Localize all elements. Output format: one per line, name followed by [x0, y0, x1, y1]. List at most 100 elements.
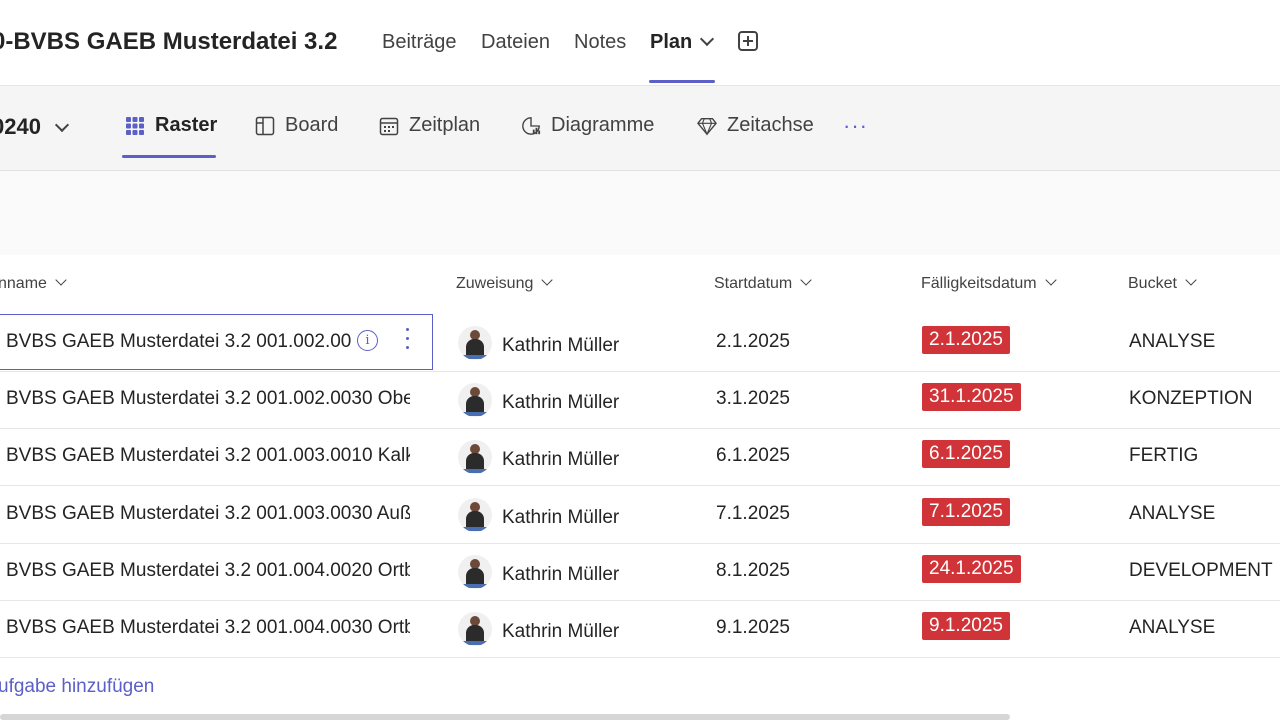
avatar [458, 383, 492, 417]
start-date[interactable]: 8.1.2025 [716, 560, 790, 581]
due-date-badge[interactable]: 31.1.2025 [922, 383, 1021, 411]
plan-selector-label: 0240 [0, 114, 41, 139]
assignee-cell[interactable]: Kathrin Müller [458, 440, 630, 474]
filter-area [0, 171, 1280, 255]
view-tab-label: Raster [155, 114, 218, 136]
assignee-name: Kathrin Müller [502, 507, 620, 528]
bucket-name[interactable]: ANALYSE [1129, 503, 1216, 524]
due-date-badge[interactable]: 9.1.2025 [922, 612, 1010, 640]
selected-cell-outline [0, 314, 433, 370]
table-row[interactable]: BVBS GAEB Musterdatei 3.2 001.004.0030 O… [0, 600, 1280, 658]
column-header-assignee[interactable]: Zuweisung [456, 274, 554, 293]
view-tab-label: Zeitplan [409, 114, 481, 136]
avatar [458, 612, 492, 646]
chevron-down-icon [800, 274, 812, 286]
column-header-bucket[interactable]: Bucket [1128, 274, 1197, 293]
tab-beitraege[interactable]: Beiträge [382, 31, 457, 53]
view-tab-zeitplan[interactable]: Zeitplan [379, 114, 480, 137]
assignee-cell[interactable]: Kathrin Müller [458, 326, 630, 360]
info-icon[interactable]: i [357, 330, 378, 351]
start-date[interactable]: 6.1.2025 [716, 445, 790, 466]
task-name[interactable]: BVBS GAEB Musterdatei 3.2 001.002.00 [6, 331, 351, 352]
horizontal-scrollbar[interactable] [0, 714, 1010, 720]
table-row[interactable]: BVBS GAEB Musterdatei 3.2 001.004.0020 O… [0, 543, 1280, 601]
plan-selector[interactable]: 0240 [0, 114, 70, 140]
tab-notes[interactable]: Notes [574, 31, 627, 53]
column-header-label: Zuweisung [456, 275, 534, 292]
due-date-badge[interactable]: 7.1.2025 [922, 498, 1010, 526]
assignee-cell[interactable]: Kathrin Müller [458, 383, 630, 417]
view-tab-zeitachse[interactable]: Zeitachse [697, 114, 814, 137]
view-tab-label: Zeitachse [727, 114, 814, 136]
bucket-name[interactable]: DEVELOPMENT [1129, 560, 1273, 581]
start-date[interactable]: 9.1.2025 [716, 617, 790, 638]
top-tab-bar: 0-BVBS GAEB Musterdatei 3.2 Beiträge Dat… [0, 0, 1280, 86]
column-header-task[interactable]: nname [0, 274, 67, 293]
start-date[interactable]: 2.1.2025 [716, 331, 790, 352]
task-name[interactable]: BVBS GAEB Musterdatei 3.2 001.002.0030 O… [6, 388, 410, 409]
chevron-down-icon [700, 31, 715, 47]
tab-plan-label: Plan [650, 31, 693, 53]
bucket-name[interactable]: ANALYSE [1129, 331, 1216, 352]
active-tab-indicator [649, 80, 715, 83]
avatar [458, 326, 492, 360]
chevron-down-icon [55, 274, 67, 286]
chevron-down-icon [541, 274, 554, 286]
assignee-name: Kathrin Müller [502, 564, 620, 585]
table-row[interactable]: BVBS GAEB Musterdatei 3.2 001.002.0030 O… [0, 371, 1280, 429]
view-tab-label: Board [285, 114, 339, 136]
grid-icon [126, 116, 144, 135]
column-header-label: nname [0, 275, 47, 292]
task-name[interactable]: BVBS GAEB Musterdatei 3.2 001.004.0020 O… [6, 560, 410, 581]
chart-icon [522, 116, 541, 135]
view-tab-raster[interactable]: Raster [125, 114, 217, 137]
avatar [458, 440, 492, 474]
start-date[interactable]: 7.1.2025 [716, 503, 790, 524]
avatar [458, 498, 492, 532]
column-header-due[interactable]: Fälligkeitsdatum [921, 274, 1057, 293]
column-header-label: Startdatum [714, 275, 793, 292]
task-grid [0, 255, 1280, 720]
due-date-badge[interactable]: 6.1.2025 [922, 440, 1010, 468]
chevron-down-icon [1185, 274, 1197, 286]
start-date[interactable]: 3.1.2025 [716, 388, 790, 409]
more-vertical-icon[interactable] [404, 328, 410, 352]
view-tab-board[interactable]: Board [255, 114, 338, 137]
assignee-cell[interactable]: Kathrin Müller [458, 555, 630, 589]
bucket-name[interactable]: FERTIG [1129, 445, 1199, 466]
add-tab-icon[interactable] [738, 31, 758, 51]
add-task-link[interactable]: ufgabe hinzufügen [0, 676, 155, 697]
avatar [458, 555, 492, 589]
more-options-icon[interactable]: ··· [843, 113, 868, 138]
column-header-start[interactable]: Startdatum [714, 274, 812, 293]
column-header-label: Bucket [1128, 275, 1177, 292]
assignee-name: Kathrin Müller [502, 621, 620, 642]
table-row[interactable]: BVBS GAEB Musterdatei 3.2 001.002.00 Kat… [0, 314, 1280, 372]
chevron-down-icon [54, 117, 70, 133]
assignee-cell[interactable]: Kathrin Müller [458, 498, 630, 532]
due-date-badge[interactable]: 2.1.2025 [922, 326, 1010, 354]
assignee-name: Kathrin Müller [502, 392, 620, 413]
tab-plan[interactable]: Plan [650, 31, 715, 54]
board-icon [255, 116, 275, 135]
bucket-name[interactable]: KONZEPTION [1129, 388, 1253, 409]
due-date-badge[interactable]: 24.1.2025 [922, 555, 1021, 583]
assignee-name: Kathrin Müller [502, 335, 620, 356]
task-name[interactable]: BVBS GAEB Musterdatei 3.2 001.003.0010 K… [6, 445, 410, 466]
table-row[interactable]: BVBS GAEB Musterdatei 3.2 001.003.0010 K… [0, 428, 1280, 486]
assignee-name: Kathrin Müller [502, 449, 620, 470]
tab-dateien[interactable]: Dateien [481, 31, 550, 53]
chevron-down-icon [1044, 274, 1057, 286]
view-tab-diagramme[interactable]: Diagramme [521, 114, 654, 137]
assignee-cell[interactable]: Kathrin Müller [458, 612, 630, 646]
view-tab-label: Diagramme [551, 114, 655, 136]
task-name[interactable]: BVBS GAEB Musterdatei 3.2 001.003.0030 A… [6, 503, 410, 524]
channel-title: 0-BVBS GAEB Musterdatei 3.2 [0, 28, 338, 55]
column-header-label: Fälligkeitsdatum [921, 275, 1037, 292]
diamond-icon [697, 117, 717, 136]
calendar-icon [379, 117, 399, 135]
active-view-indicator [122, 155, 216, 158]
task-name[interactable]: BVBS GAEB Musterdatei 3.2 001.004.0030 O… [6, 617, 410, 638]
bucket-name[interactable]: ANALYSE [1129, 617, 1216, 638]
table-row[interactable]: BVBS GAEB Musterdatei 3.2 001.003.0030 A… [0, 486, 1280, 544]
